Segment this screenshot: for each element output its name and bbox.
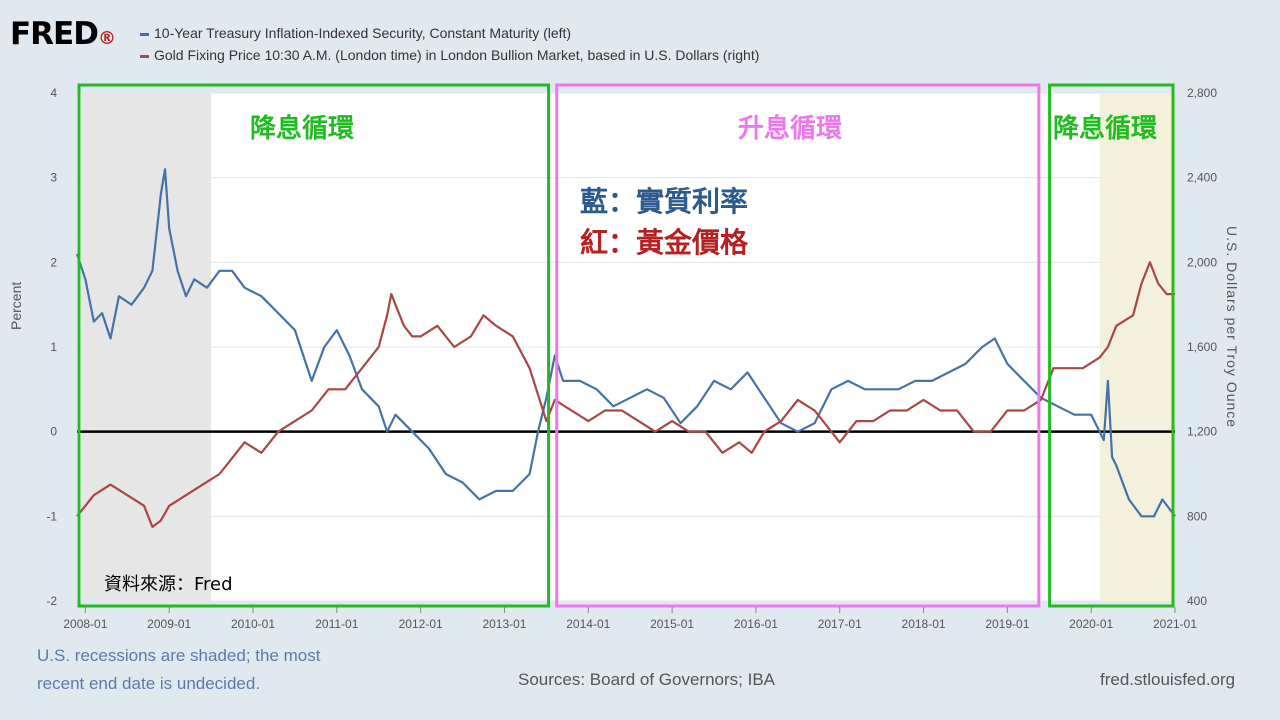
y-left-tick-label: -1 [46,509,57,523]
y-right-tick-label: 2,400 [1187,171,1217,185]
y-left-tick-label: 3 [50,171,57,185]
x-tick-label: 2013-01 [482,617,526,631]
gridlines [77,92,1175,602]
x-tick-label: 2011-01 [315,617,358,631]
y-left-tick-label: 4 [50,86,57,100]
recession-shading [81,93,1175,601]
chart-legend: 10-Year Treasury Inflation-Indexed Secur… [140,22,759,66]
y-left-tick-label: -2 [46,594,57,608]
x-tick-label: 2008-01 [63,617,107,631]
x-tick-label: 2021-01 [1153,617,1197,631]
y-right-tick-label: 1,200 [1187,425,1217,439]
x-tick-label: 2019-01 [985,617,1029,631]
x-tick-label: 2015-01 [650,617,694,631]
y-left-tick-label: 2 [50,255,57,269]
y-axis-right-label: U.S. Dollars per Troy Ounce [1224,226,1240,429]
x-tick-label: 2009-01 [147,617,191,631]
recession-footnote: U.S. recessions are shaded; the most rec… [37,646,321,693]
x-tick-label: 2010-01 [231,617,275,631]
recession-band [81,93,212,601]
y-right-tick-label: 800 [1187,509,1207,523]
cycle-box-3 [1048,83,1175,608]
annotation-cut-cycle-1: 降息循環 [250,114,355,144]
cycle-box-2 [555,83,1041,608]
source-note: 資料來源：Fred [104,574,233,595]
legend-swatch-blue [140,32,149,36]
y-right-tick-label: 400 [1187,594,1207,608]
x-tick-label: 2020-01 [1069,617,1113,631]
series-line-tips-yield [75,168,1176,518]
y-right-tick-label: 1,600 [1187,340,1217,354]
x-tick-label: 2017-01 [818,617,862,631]
annotation-hike-cycle: 升息循環 [738,114,843,144]
y-left-tick-label: 0 [50,425,57,439]
x-tick-label: 2018-01 [902,617,946,631]
y-right-tick-label: 2,800 [1187,86,1217,100]
legend-item-gold[interactable]: Gold Fixing Price 10:30 A.M. (London tim… [140,44,759,66]
site-link[interactable]: fred.stlouisfed.org [1100,670,1236,689]
legend-item-tips[interactable]: 10-Year Treasury Inflation-Indexed Secur… [140,22,759,44]
y-axis-left-label: Percent [8,281,24,330]
sources-text: Sources: Board of Governors; IBA [518,670,776,689]
x-tick-label: 2012-01 [399,617,443,631]
fred-logo[interactable]: FRED® [10,16,116,52]
cycle-boxes [77,83,1175,608]
axis-ticks: 4 3 2 1 0 -1 -2 2,800 2,400 2,000 1,600 1,200 800 400… [46,86,1217,631]
x-tick-label: 2016-01 [734,617,778,631]
annotation-blue-meaning: 藍：實質利率 [580,185,749,218]
recession-band [1099,93,1175,601]
legend-swatch-red [140,54,149,58]
y-right-tick-label: 2,000 [1187,255,1217,269]
x-tick-label: 2014-01 [566,617,610,631]
annotation-red-meaning: 紅：黃金價格 [580,226,749,259]
cycle-box-1 [77,83,551,608]
series-lines [75,168,1176,529]
y-left-tick-label: 1 [50,340,57,354]
annotation-cut-cycle-2: 降息循環 [1053,114,1158,144]
series-line-gold-price [76,261,1175,529]
